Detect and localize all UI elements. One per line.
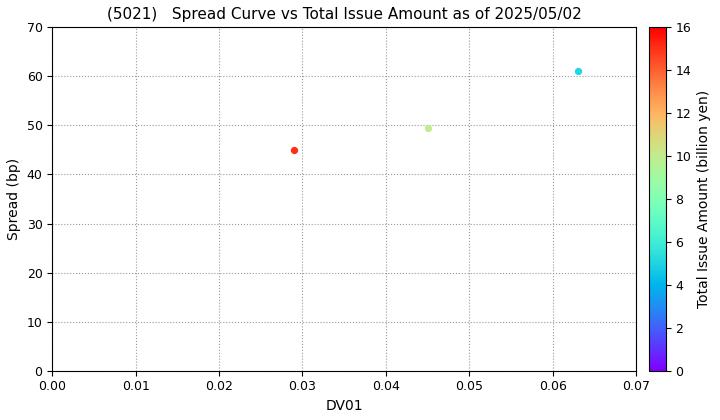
Point [289,147,300,153]
Point [572,68,583,75]
X-axis label: DV01: DV01 [325,399,363,413]
Y-axis label: Total Issue Amount (billion yen): Total Issue Amount (billion yen) [697,90,711,308]
Y-axis label: Spread (bp): Spread (bp) [7,158,21,240]
Point [422,124,433,131]
Title: (5021)   Spread Curve vs Total Issue Amount as of 2025/05/02: (5021) Spread Curve vs Total Issue Amoun… [107,7,582,22]
